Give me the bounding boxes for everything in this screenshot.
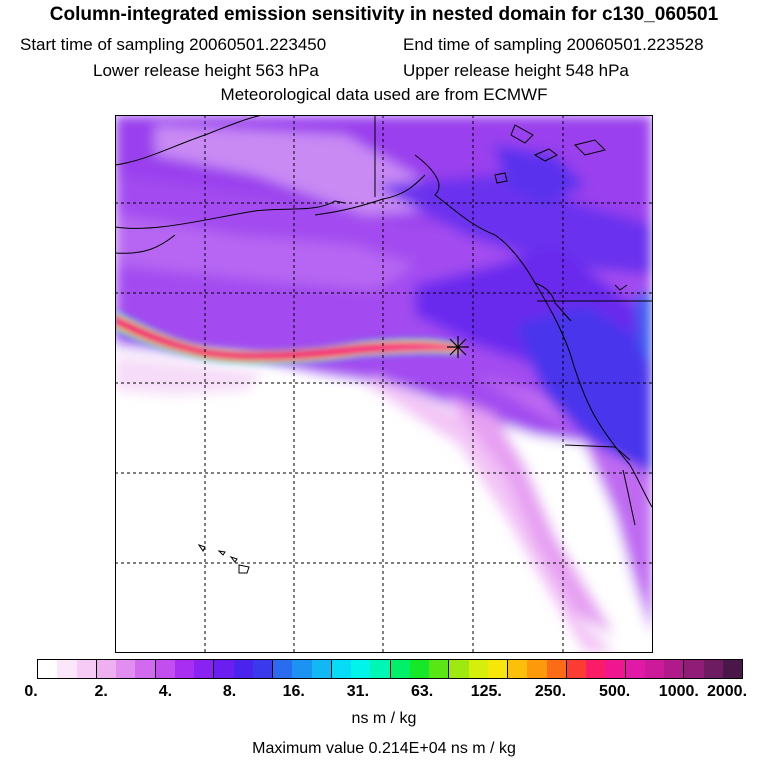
colorbar-segment [409, 660, 429, 678]
colorbar-segment [311, 660, 332, 678]
colorbar-segment [273, 660, 293, 678]
colorbar-tick-label: 125. [470, 683, 502, 700]
end-time-label: End time of sampling 20060501.223528 [403, 35, 704, 54]
colorbar-tick-label: 16. [282, 683, 305, 700]
colorbar-segment [468, 660, 488, 678]
colorbar-segment [429, 660, 450, 678]
sensitivity-map [115, 115, 652, 652]
colorbar-segment [664, 660, 685, 678]
max-value-label: Maximum value 0.214E+04 ns m / kg [252, 740, 516, 757]
colorbar-unit-label: ns m / kg [351, 710, 417, 727]
colorbar-segment [76, 660, 97, 678]
colorbar-segment [449, 660, 469, 678]
colorbar-segment [722, 660, 742, 678]
lower-release-height-label: Lower release height 563 hPa [93, 61, 319, 80]
political-borders [374, 115, 652, 461]
map-canvas [115, 115, 652, 652]
colorbar-segment [370, 660, 391, 678]
colorbar-segment [586, 660, 606, 678]
colorbar-segment [252, 660, 273, 678]
colorbar-segment [96, 660, 116, 678]
upper-release-height-label: Upper release height 548 hPa [403, 61, 629, 80]
colorbar-segment [194, 660, 215, 678]
emission-plume [115, 310, 460, 365]
colorbar-segment [214, 660, 234, 678]
colorbar-segment [233, 660, 253, 678]
colorbar-segment [351, 660, 371, 678]
colorbar-tick-label: 250. [534, 683, 567, 700]
colorbar-segment [625, 660, 645, 678]
colorbar-tick-label: 2000. [706, 683, 748, 700]
colorbar-tick-label: 0. [24, 683, 38, 700]
release-point-marker-icon [447, 336, 469, 358]
colorbar-segment [390, 660, 410, 678]
met-data-label: Meteorological data used are from ECMWF [220, 85, 548, 104]
colorbar-segment [331, 660, 351, 678]
colorbar-segment [57, 660, 77, 678]
colorbar-segment [292, 660, 312, 678]
colorbar-segment [703, 660, 723, 678]
colorbar-tick-label: 63. [410, 683, 434, 700]
colorbar-tick-label: 4. [158, 683, 173, 700]
sensitivity-field [115, 115, 652, 652]
colorbar-segment [155, 660, 175, 678]
colorbar-tick-label: 2. [94, 683, 108, 700]
colorbar-segment [116, 660, 136, 678]
colorbar-segment [684, 660, 704, 678]
colorbar-segment [174, 660, 194, 678]
colorbar-segment [527, 660, 547, 678]
colorbar-tick-label: 500. [599, 683, 631, 700]
colorbar [37, 659, 743, 679]
chart-title: Column-integrated emission sensitivity i… [49, 4, 719, 25]
colorbar-segment [605, 660, 626, 678]
colorbar-tick-label: 31. [346, 683, 370, 700]
colorbar-tick-label: 1000. [658, 683, 699, 700]
colorbar-segment [546, 660, 567, 678]
colorbar-segment [566, 660, 586, 678]
colorbar-segment [38, 660, 58, 678]
colorbar-segment [135, 660, 156, 678]
start-time-label: Start time of sampling 20060501.223450 [20, 35, 327, 54]
colorbar-segment [644, 660, 664, 678]
colorbar-tick-label: 8. [222, 683, 237, 700]
colorbar-segment [508, 660, 528, 678]
colorbar-segment [487, 660, 508, 678]
